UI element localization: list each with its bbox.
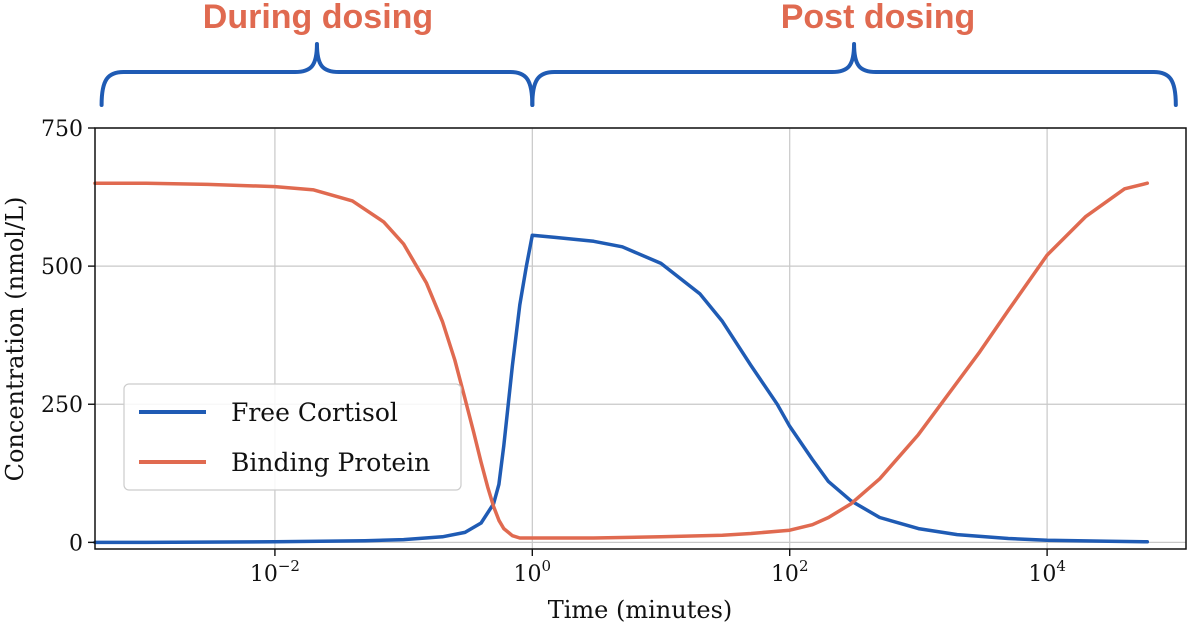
brace-post-dosing — [530, 42, 1178, 107]
x-axis-title: Time (minutes) — [548, 596, 733, 624]
x-tick-label-1: 100 — [514, 557, 552, 587]
x-tick-label-3: 104 — [1028, 557, 1066, 587]
y-tick-label-2: 500 — [41, 255, 83, 280]
legend: Free Cortisol Binding Protein — [123, 383, 462, 491]
y-tick-label-1: 250 — [41, 393, 83, 418]
y-tick-label-0: 0 — [69, 531, 83, 556]
y-tick-label-3: 750 — [41, 117, 83, 142]
y-axis-title: Concentration (nmol/L) — [1, 197, 29, 482]
phase-label-post-dosing: Post dosing — [781, 0, 976, 36]
x-tick-label-2: 102 — [771, 557, 809, 587]
series-line-binding-protein — [93, 181, 1150, 540]
plot-frame — [94, 127, 1187, 550]
phase-annotations: During dosing Post dosing — [99, 0, 1178, 107]
legend-label-free-cortisol: Free Cortisol — [231, 398, 398, 427]
axis-ticks: 10−2 100 102 104 0 250 500 750 — [41, 117, 1066, 587]
legend-label-binding-protein: Binding Protein — [231, 448, 430, 477]
legend-box — [123, 383, 462, 491]
phase-label-during-dosing: During dosing — [203, 0, 433, 36]
series-lines — [93, 181, 1150, 545]
series-line-free-cortisol — [93, 233, 1150, 545]
x-tick-label-0: 10−2 — [250, 557, 300, 587]
brace-during-dosing — [99, 42, 535, 107]
